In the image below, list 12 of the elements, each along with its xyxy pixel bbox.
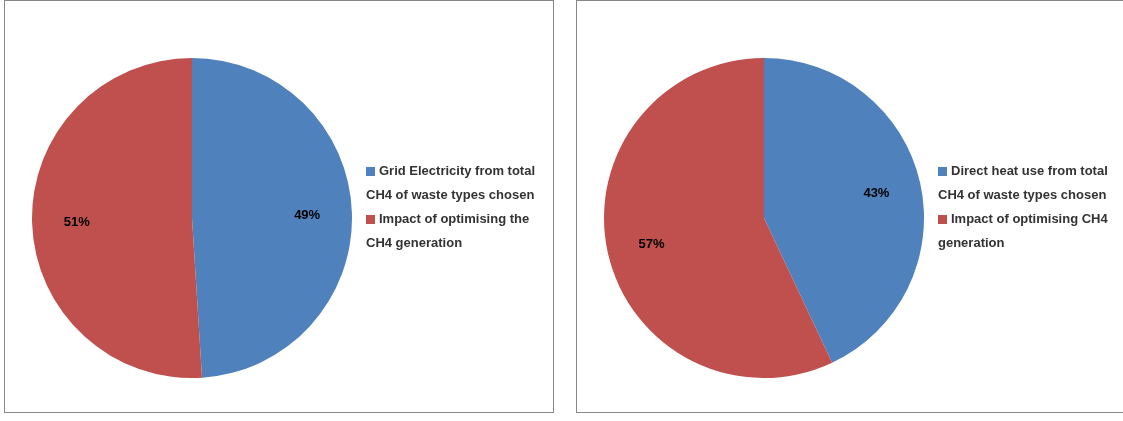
data-label: 49% xyxy=(294,206,321,222)
pie-slice xyxy=(764,58,924,363)
pie-slice xyxy=(32,58,203,378)
data-label: 51% xyxy=(63,214,91,230)
legend-label: Grid Electricity from total CH4 of waste types chosen xyxy=(366,162,536,202)
legend-label: Impact of optimising CH4 generation xyxy=(938,210,1108,250)
pie-slice xyxy=(604,58,833,378)
legend-label: Impact of optimising the CH4 generation xyxy=(366,210,530,250)
data-label: 57% xyxy=(638,235,666,251)
pie-slice xyxy=(192,58,352,378)
data-label: 43% xyxy=(863,185,890,201)
legend-label: Direct heat use from total CH4 of waste types chosen xyxy=(938,162,1108,202)
